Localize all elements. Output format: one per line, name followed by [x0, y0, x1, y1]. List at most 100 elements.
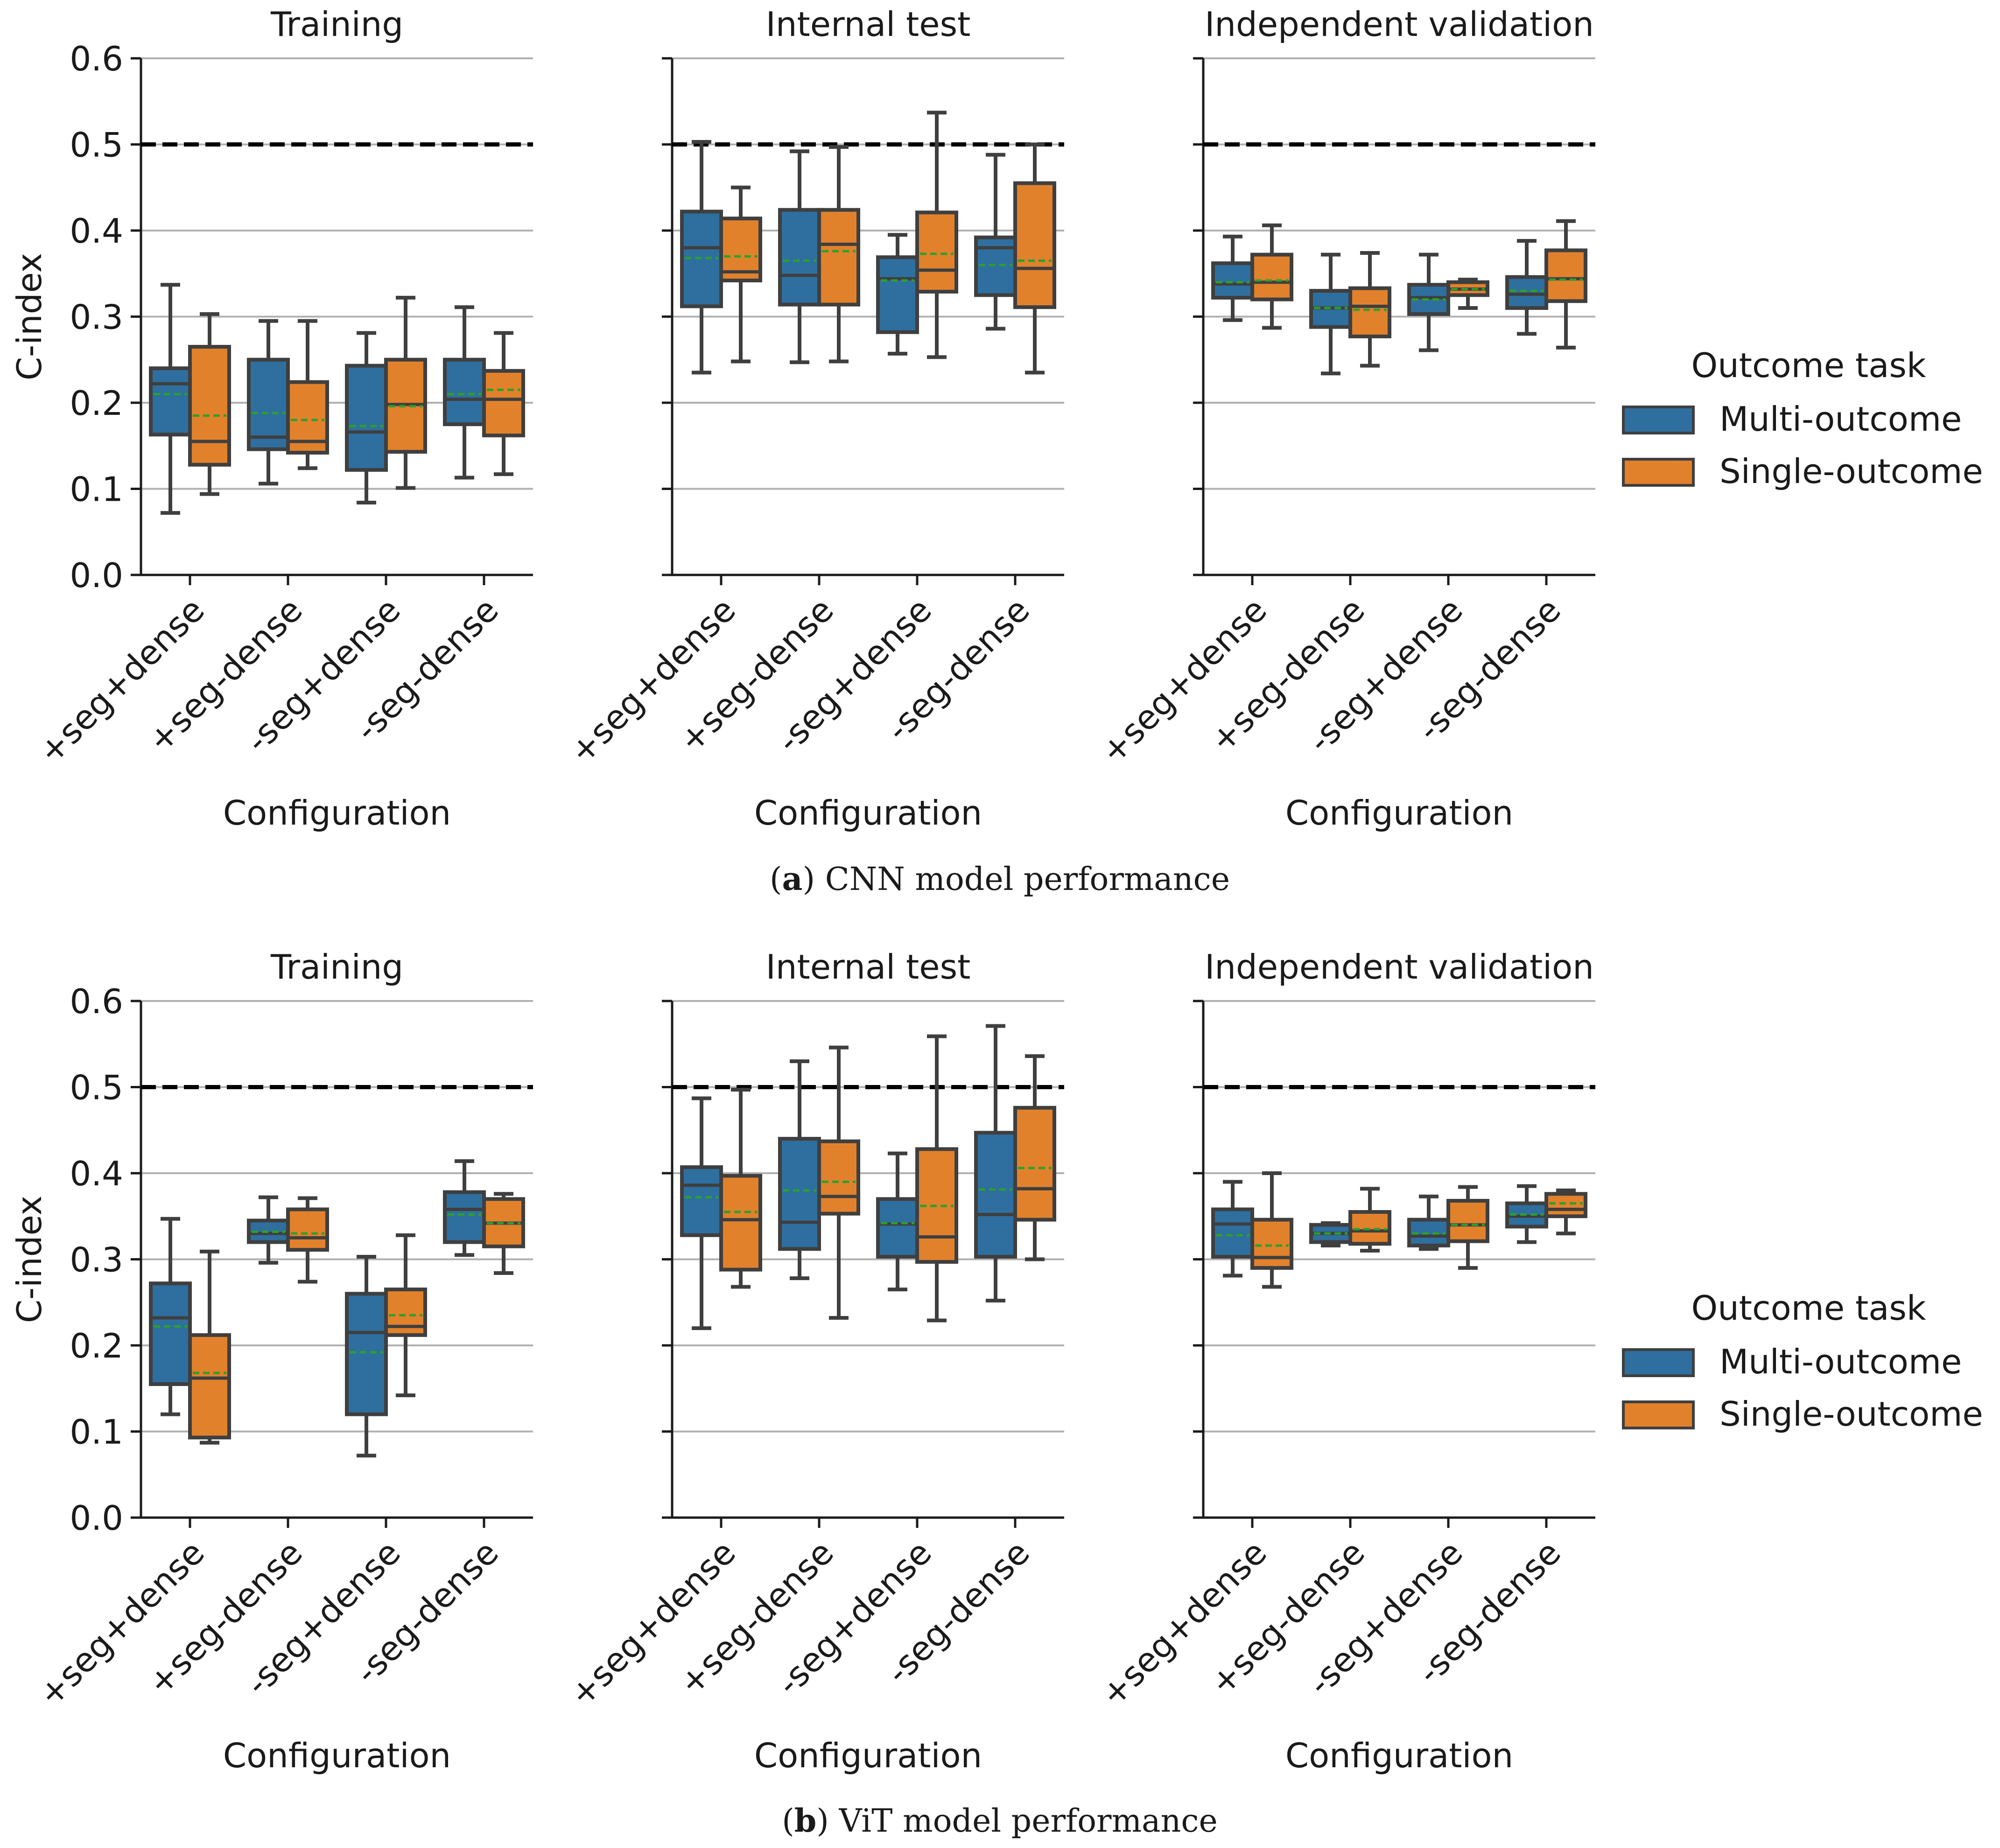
x-tick-label: +seg+dense — [30, 1533, 212, 1715]
y-tick-label: 0.6 — [70, 39, 123, 78]
legend-swatch-multi — [1622, 1348, 1695, 1377]
iqr-box — [286, 1207, 329, 1252]
box-multi — [876, 1151, 919, 1292]
iqr-box — [384, 1288, 427, 1337]
box-single — [1544, 219, 1587, 350]
caption-vit-letter: b — [794, 1802, 817, 1840]
iqr-box — [680, 1165, 723, 1237]
legend-title: Outcome task — [1691, 346, 1926, 385]
panel-cnn-1: Internal test+seg+dense+seg-dense-seg+de… — [561, 5, 1064, 833]
box-multi — [345, 1254, 388, 1458]
iqr-box — [443, 1190, 486, 1244]
x-tick-label: +seg+dense — [1093, 1533, 1274, 1715]
box-multi — [443, 305, 486, 480]
iqr-box — [247, 357, 290, 451]
y-tick-label: 0.3 — [70, 1240, 123, 1280]
panel-title: Internal test — [766, 5, 971, 44]
y-tick-label: 0.5 — [70, 126, 123, 165]
iqr-box — [719, 1174, 762, 1272]
box-multi — [1211, 234, 1254, 322]
iqr-box — [778, 208, 821, 307]
iqr-box — [974, 1131, 1017, 1259]
iqr-box — [188, 1333, 231, 1440]
box-multi — [1407, 252, 1450, 352]
iqr-box — [1250, 1218, 1293, 1270]
box-multi — [1505, 1184, 1548, 1244]
x-axis-label: Configuration — [223, 1736, 451, 1775]
legend-title: Outcome task — [1691, 1288, 1926, 1328]
iqr-box — [915, 210, 958, 294]
iqr-box — [345, 364, 388, 472]
legend-label-multi: Multi-outcome — [1719, 399, 1962, 439]
caption-vit: (b) ViT model performance — [782, 1802, 1217, 1840]
panel-vit-2: Independent validation+seg+dense+seg-den… — [1093, 947, 1595, 1775]
iqr-box — [1505, 275, 1548, 310]
panel-vit-0: 0.0 0.1 0.2 0.3 0.4 0.5 0.6 C-index Training +seg… — [10, 947, 533, 1775]
iqr-box — [1013, 181, 1056, 309]
panel-title: Internal test — [766, 947, 971, 987]
y-tick-label: 0.5 — [70, 1068, 123, 1107]
box-multi — [680, 1096, 723, 1330]
iqr-box — [1211, 261, 1254, 300]
iqr-box — [443, 357, 486, 427]
box-multi — [1309, 252, 1352, 376]
iqr-box — [482, 369, 525, 438]
box-multi — [680, 140, 723, 375]
caption-vit-text: ViT model performance — [829, 1803, 1218, 1840]
iqr-box — [974, 235, 1017, 297]
caption-cnn: (a) CNN model performance — [770, 861, 1230, 898]
iqr-box — [149, 1281, 192, 1386]
box-multi — [247, 1195, 290, 1265]
iqr-box — [876, 1197, 919, 1259]
box-multi — [778, 1059, 821, 1281]
y-tick-label: 0.0 — [70, 556, 123, 595]
iqr-box — [817, 1139, 860, 1216]
y-tick-label: 0.1 — [70, 470, 123, 509]
y-tick-label: 0.2 — [70, 1326, 123, 1365]
x-axis-label: Configuration — [1285, 1736, 1513, 1775]
iqr-box — [1544, 1192, 1587, 1218]
legend-label-single: Single-outcome — [1719, 1394, 1983, 1434]
iqr-box — [345, 1292, 388, 1416]
box-single — [817, 145, 860, 364]
panel-title: Independent validation — [1205, 5, 1594, 44]
caption-cnn-letter: a — [782, 861, 803, 898]
box-single — [1348, 1187, 1391, 1253]
panel-cnn-2: Independent validation+seg+dense+seg-den… — [1093, 5, 1595, 833]
caption-cnn-text: CNN model performance — [815, 861, 1230, 898]
legend-vit: Outcome task Multi-outcome Single-outcom… — [1622, 1288, 1983, 1434]
box-single — [1250, 1171, 1293, 1289]
box-single — [1446, 1185, 1489, 1270]
box-single — [384, 295, 427, 490]
panel-title: Independent validation — [1205, 947, 1594, 987]
x-axis-label: Configuration — [223, 793, 451, 833]
iqr-box — [1544, 248, 1587, 303]
box-single — [1013, 1054, 1056, 1261]
panel-cnn-0: 0.0 0.1 0.2 0.3 0.4 0.5 0.6 C-index Training +seg… — [10, 5, 533, 833]
y-tick-label: 0.2 — [70, 384, 123, 423]
box-single — [188, 312, 231, 496]
iqr-box — [1348, 1210, 1391, 1246]
box-single — [915, 1034, 958, 1323]
y-tick-label: 0.4 — [70, 211, 123, 251]
x-axis-label: Configuration — [1285, 793, 1513, 833]
iqr-box — [188, 345, 231, 467]
iqr-box — [719, 217, 762, 283]
iqr-box — [1348, 286, 1391, 338]
box-single — [719, 1088, 762, 1289]
panel-title: Training — [270, 5, 403, 44]
x-axis-label: Configuration — [754, 793, 982, 833]
iqr-box — [149, 366, 192, 437]
iqr-box — [817, 208, 860, 307]
box-single — [384, 1233, 427, 1398]
box-single — [817, 1045, 860, 1320]
box-single — [1013, 142, 1056, 375]
panel-vit-1: Internal test+seg+dense+seg-dense-seg+de… — [561, 947, 1064, 1775]
box-single — [482, 331, 525, 476]
box-multi — [149, 1217, 192, 1416]
box-multi — [974, 1024, 1017, 1303]
box-multi — [778, 149, 821, 364]
panel-title: Training — [270, 947, 403, 987]
box-multi — [1407, 1194, 1450, 1251]
legend-swatch-multi — [1622, 406, 1695, 434]
